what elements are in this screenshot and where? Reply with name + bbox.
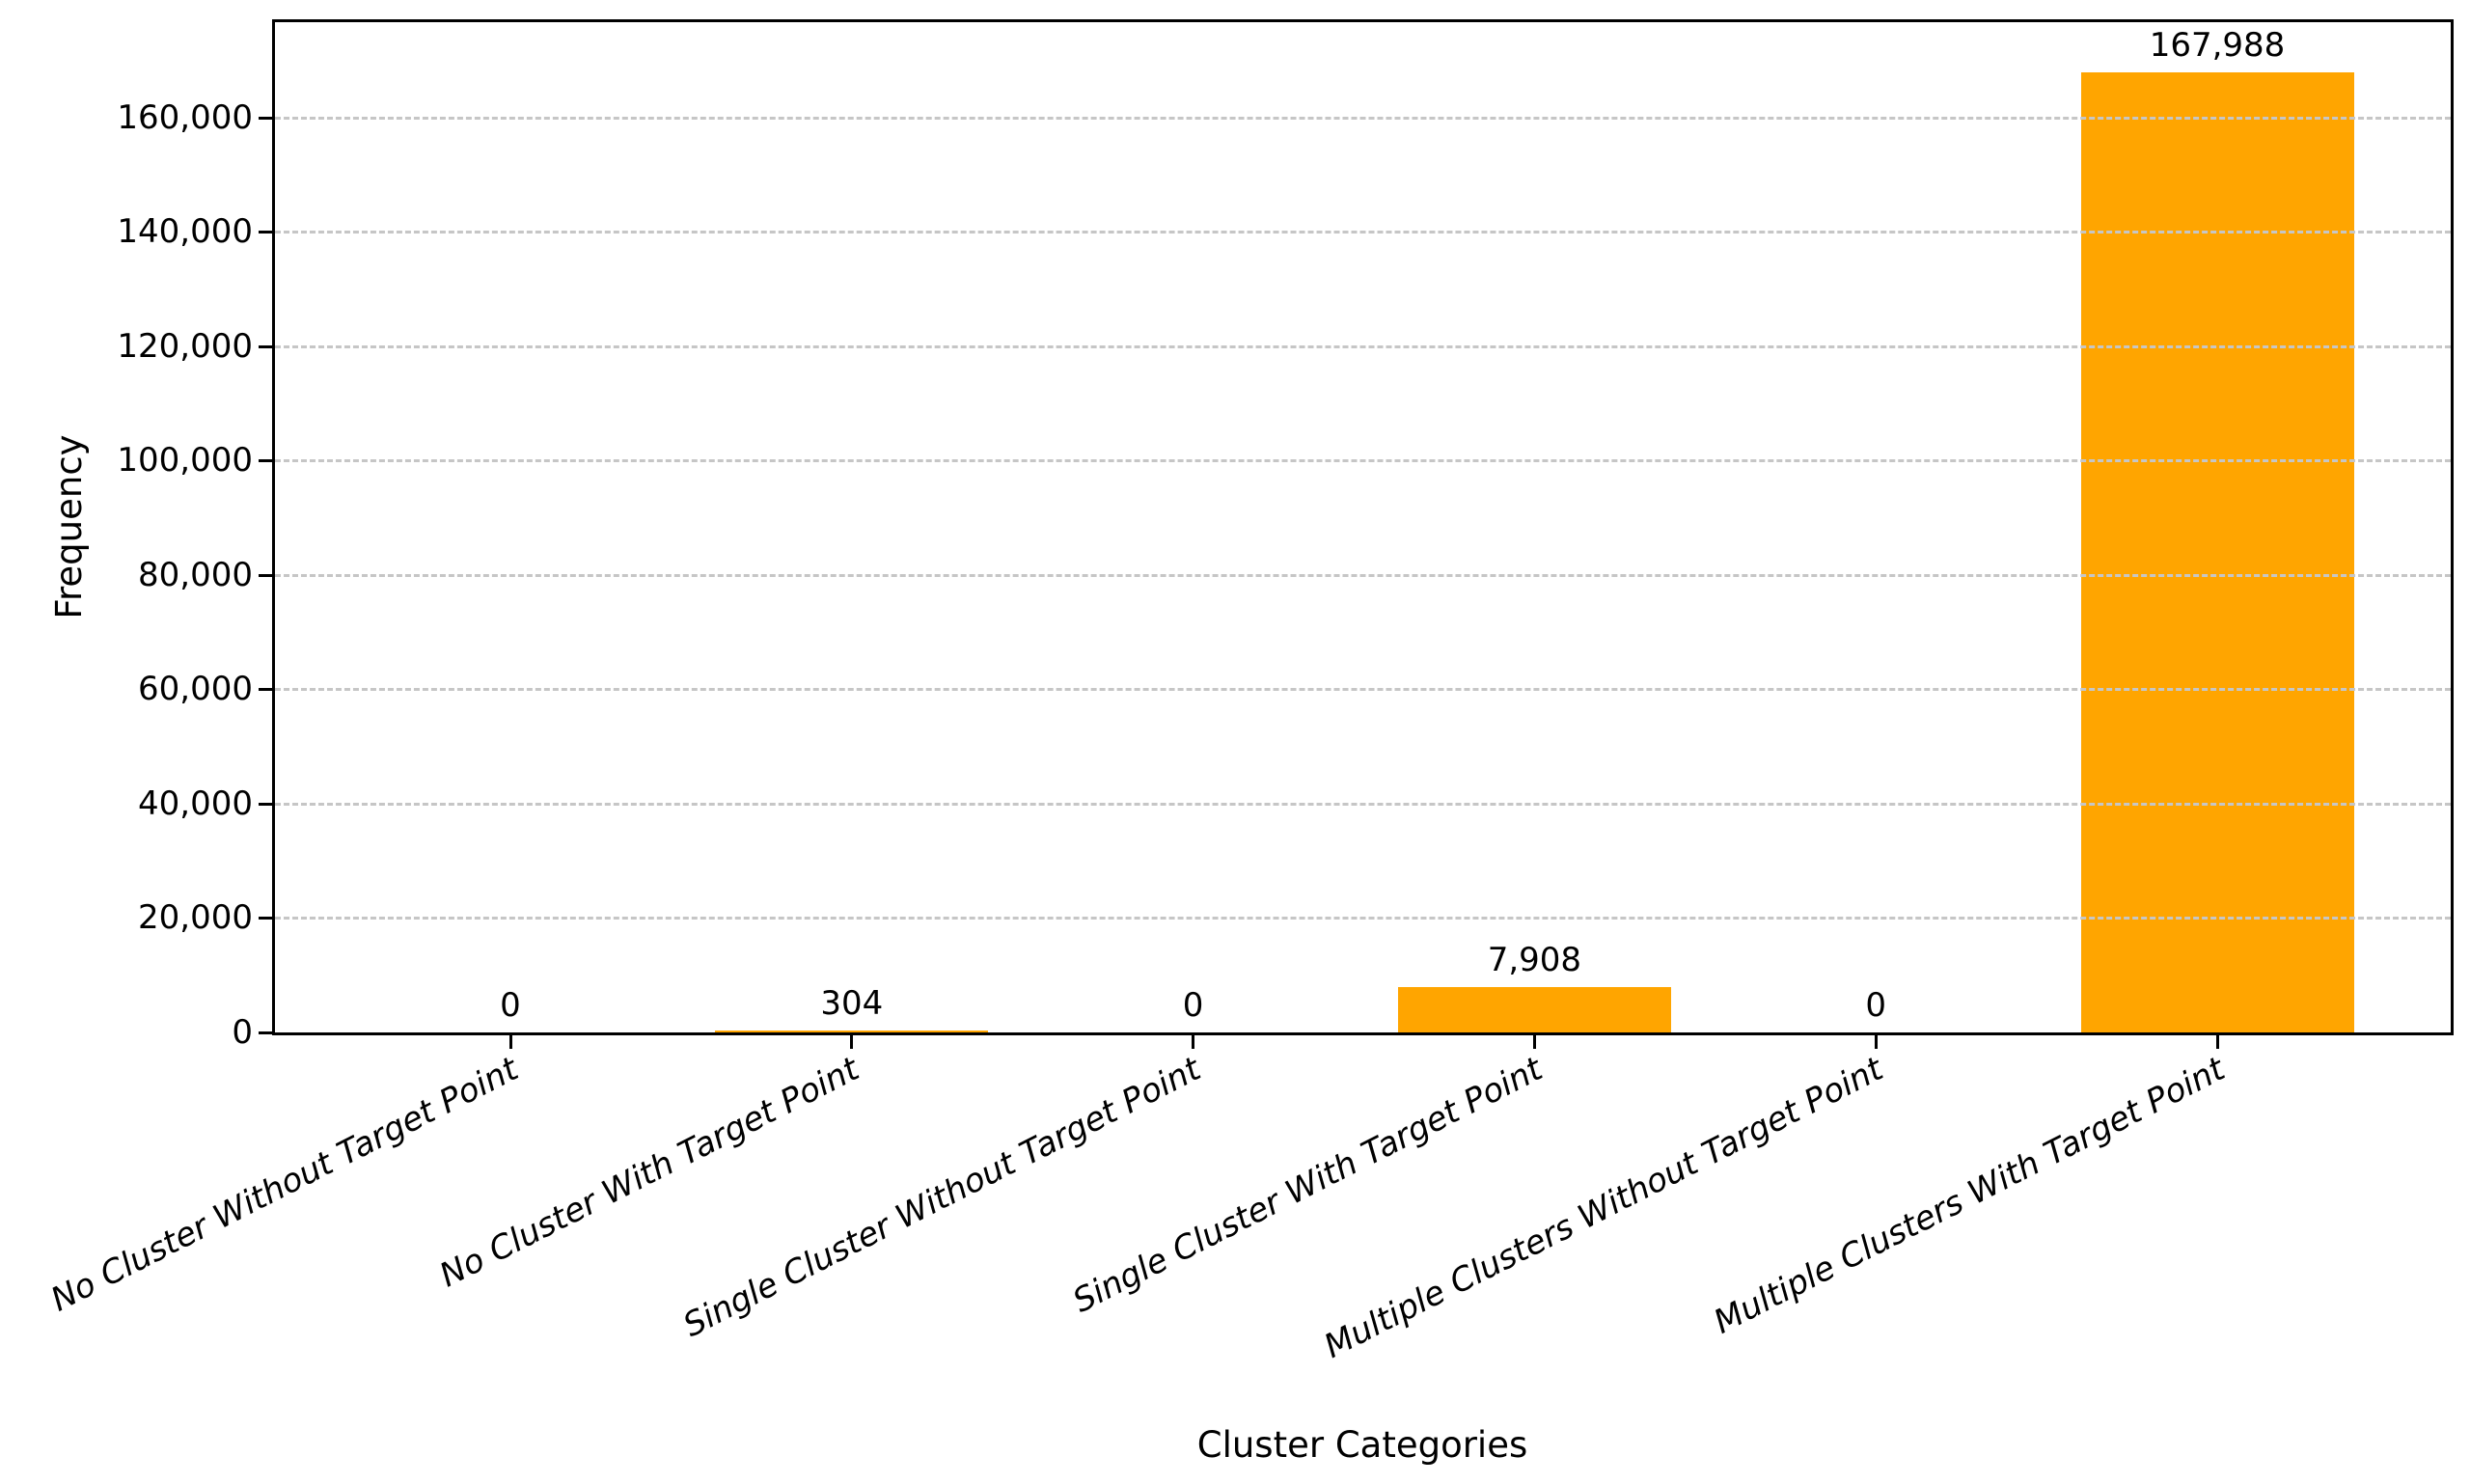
y-tick-label: 0 — [232, 1013, 253, 1052]
gridline — [275, 917, 2451, 921]
plot-area — [272, 19, 2454, 1035]
y-tick-label: 100,000 — [117, 441, 253, 481]
gridline — [275, 688, 2451, 692]
bar — [1397, 987, 1671, 1032]
x-tick-mark — [1532, 1032, 1536, 1049]
x-axis-title: Cluster Categories — [1196, 1424, 1528, 1466]
x-tick-mark — [850, 1032, 854, 1049]
y-tick-mark — [259, 459, 275, 463]
y-tick-mark — [259, 116, 275, 120]
y-tick-label: 160,000 — [117, 97, 253, 137]
y-tick-label: 40,000 — [138, 783, 253, 823]
bar-value-label: 0 — [500, 986, 521, 1025]
x-tick-label: Multiple Clusters Without Target Point — [1318, 1050, 1890, 1366]
y-tick-label: 80,000 — [138, 555, 253, 594]
gridline — [275, 573, 2451, 577]
gridline — [275, 459, 2451, 463]
y-tick-mark — [259, 688, 275, 692]
bar-value-label: 0 — [1865, 986, 1886, 1025]
y-tick-label: 140,000 — [117, 212, 253, 252]
x-tick-mark — [2215, 1032, 2219, 1049]
x-tick-mark — [1874, 1032, 1878, 1049]
bar-value-label: 304 — [820, 984, 884, 1024]
bar — [715, 1031, 989, 1032]
x-tick-mark — [508, 1032, 512, 1049]
bar-value-label: 167,988 — [2149, 25, 2286, 65]
gridline — [275, 116, 2451, 120]
gridline — [275, 344, 2451, 348]
gridline — [275, 231, 2451, 234]
bar-value-label: 7,908 — [1487, 941, 1582, 980]
gridlines-layer — [275, 22, 2451, 1032]
y-tick-mark — [259, 231, 275, 234]
x-tick-label: Single Cluster Without Target Point — [676, 1050, 1207, 1346]
y-tick-mark — [259, 344, 275, 348]
bar-value-label: 0 — [1182, 986, 1204, 1025]
y-tick-mark — [259, 1031, 275, 1034]
y-tick-label: 120,000 — [117, 326, 253, 366]
y-tick-label: 60,000 — [138, 670, 253, 709]
x-tick-mark — [1192, 1032, 1195, 1049]
y-tick-mark — [259, 802, 275, 806]
gridline — [275, 802, 2451, 806]
y-tick-mark — [259, 917, 275, 921]
y-tick-label: 20,000 — [138, 898, 253, 938]
y-tick-mark — [259, 573, 275, 577]
